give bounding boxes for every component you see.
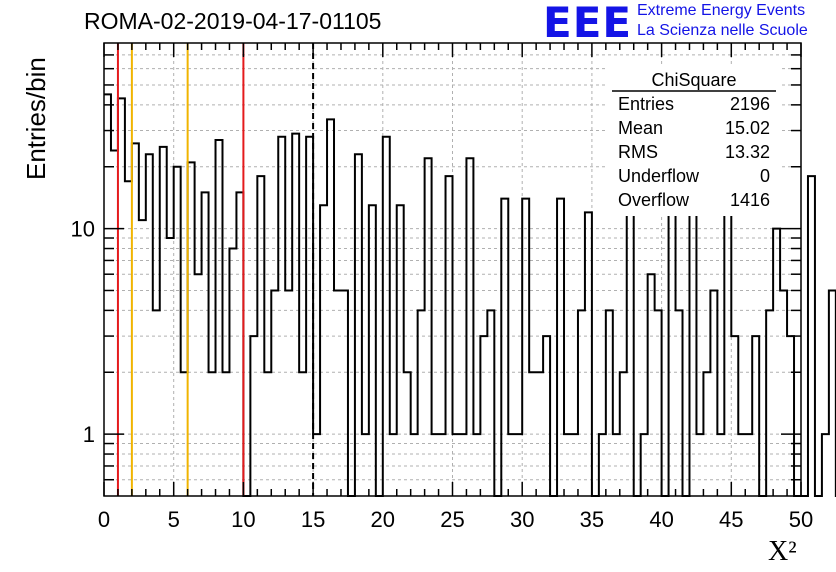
x-tick-label: 25 xyxy=(440,507,464,532)
stats-box: ChiSquare Entries 2196 Mean 15.02 RMS 13.32 Und… xyxy=(608,64,780,216)
histogram-bin xyxy=(731,336,738,496)
reference-lines xyxy=(116,43,315,496)
stats-label: RMS xyxy=(618,142,658,162)
y-tick-labels: 1 10 xyxy=(71,217,95,448)
histogram-bin xyxy=(383,137,390,496)
histogram-bin xyxy=(334,290,341,496)
histogram-bin xyxy=(355,154,362,496)
stats-box-background xyxy=(608,64,780,216)
histogram-bin xyxy=(188,162,195,496)
histogram-bin xyxy=(606,310,613,496)
stats-value: 15.02 xyxy=(725,118,770,138)
histogram-bin xyxy=(787,336,794,496)
histogram-bin xyxy=(752,336,759,496)
eee-logo: EEE xyxy=(543,0,633,47)
stats-label: Mean xyxy=(618,118,663,138)
histogram-bin xyxy=(676,310,683,496)
histogram-bin xyxy=(780,290,787,496)
histogram-bin xyxy=(522,199,529,496)
histogram-bin xyxy=(655,310,662,496)
histogram-bin xyxy=(585,212,592,496)
histogram-bin xyxy=(278,137,285,496)
x-tick-label: 35 xyxy=(580,507,604,532)
x-tick-label: 45 xyxy=(719,507,743,532)
x-tick-label: 20 xyxy=(371,507,395,532)
histogram-bin xyxy=(104,94,111,496)
stats-value: 0 xyxy=(760,166,770,186)
histogram-bin xyxy=(766,310,773,496)
histogram-bin xyxy=(557,199,564,496)
histogram-bin xyxy=(648,274,655,496)
histogram-bin xyxy=(501,199,508,496)
stats-value: 13.32 xyxy=(725,142,770,162)
histogram-bin xyxy=(146,154,153,496)
logo-text-line1: Extreme Energy Events xyxy=(637,2,806,19)
x-tick-label: 40 xyxy=(649,507,673,532)
histogram-bin xyxy=(292,134,299,496)
histogram-series xyxy=(104,93,836,497)
chart-title: ROMA-02-2019-04-17-01105 xyxy=(84,8,382,34)
stats-label: Underflow xyxy=(618,166,700,186)
histogram-bin xyxy=(543,336,550,496)
x-tick-label: 0 xyxy=(98,507,110,532)
histogram-bin xyxy=(578,310,585,496)
histogram-bin xyxy=(285,290,292,496)
axis-ticks xyxy=(103,43,802,496)
x-tick-label: 30 xyxy=(510,507,534,532)
histogram-bin xyxy=(327,119,334,496)
histogram-bin xyxy=(418,310,425,496)
stats-title: ChiSquare xyxy=(651,70,736,90)
histogram-bin xyxy=(822,434,829,496)
histogram-bin xyxy=(153,310,160,496)
stats-value: 1416 xyxy=(730,190,770,210)
histogram-bin xyxy=(689,199,696,496)
histogram-bin xyxy=(341,290,348,496)
x-axis-label: X² xyxy=(768,536,797,567)
stats-label: Entries xyxy=(618,94,674,114)
histogram-bin xyxy=(466,158,473,496)
x-tick-label: 10 xyxy=(231,507,255,532)
histogram-bin xyxy=(425,158,432,496)
histogram-outline xyxy=(104,93,836,497)
y-tick-label: 10 xyxy=(71,217,95,242)
x-tick-label: 50 xyxy=(789,507,813,532)
histogram-bin xyxy=(487,310,494,496)
histogram-bin xyxy=(271,290,278,496)
histogram-bin xyxy=(306,137,313,496)
histogram-bin xyxy=(174,167,181,496)
x-tick-label: 5 xyxy=(168,507,180,532)
x-tick-label: 15 xyxy=(301,507,325,532)
histogram-bin xyxy=(808,176,815,496)
histogram-bin xyxy=(139,220,146,496)
histogram-bin xyxy=(627,212,634,496)
histogram-bin xyxy=(195,274,202,496)
x-tick-labels: 0 5 10 15 20 25 30 35 40 45 50 xyxy=(98,507,813,532)
stats-label: Overflow xyxy=(618,190,690,210)
histogram-bin xyxy=(216,140,223,496)
histogram-bin xyxy=(118,98,125,496)
y-tick-label: 1 xyxy=(83,422,95,447)
histogram-bin xyxy=(773,229,780,496)
histogram-bin xyxy=(250,336,257,496)
stats-value: 2196 xyxy=(730,94,770,114)
histogram-bin xyxy=(829,290,836,496)
logo-text-line2: La Scienza nelle Scuole xyxy=(637,22,808,39)
histogram-bin xyxy=(167,238,174,496)
histogram-bin xyxy=(480,336,487,496)
histogram-bin xyxy=(710,290,717,496)
